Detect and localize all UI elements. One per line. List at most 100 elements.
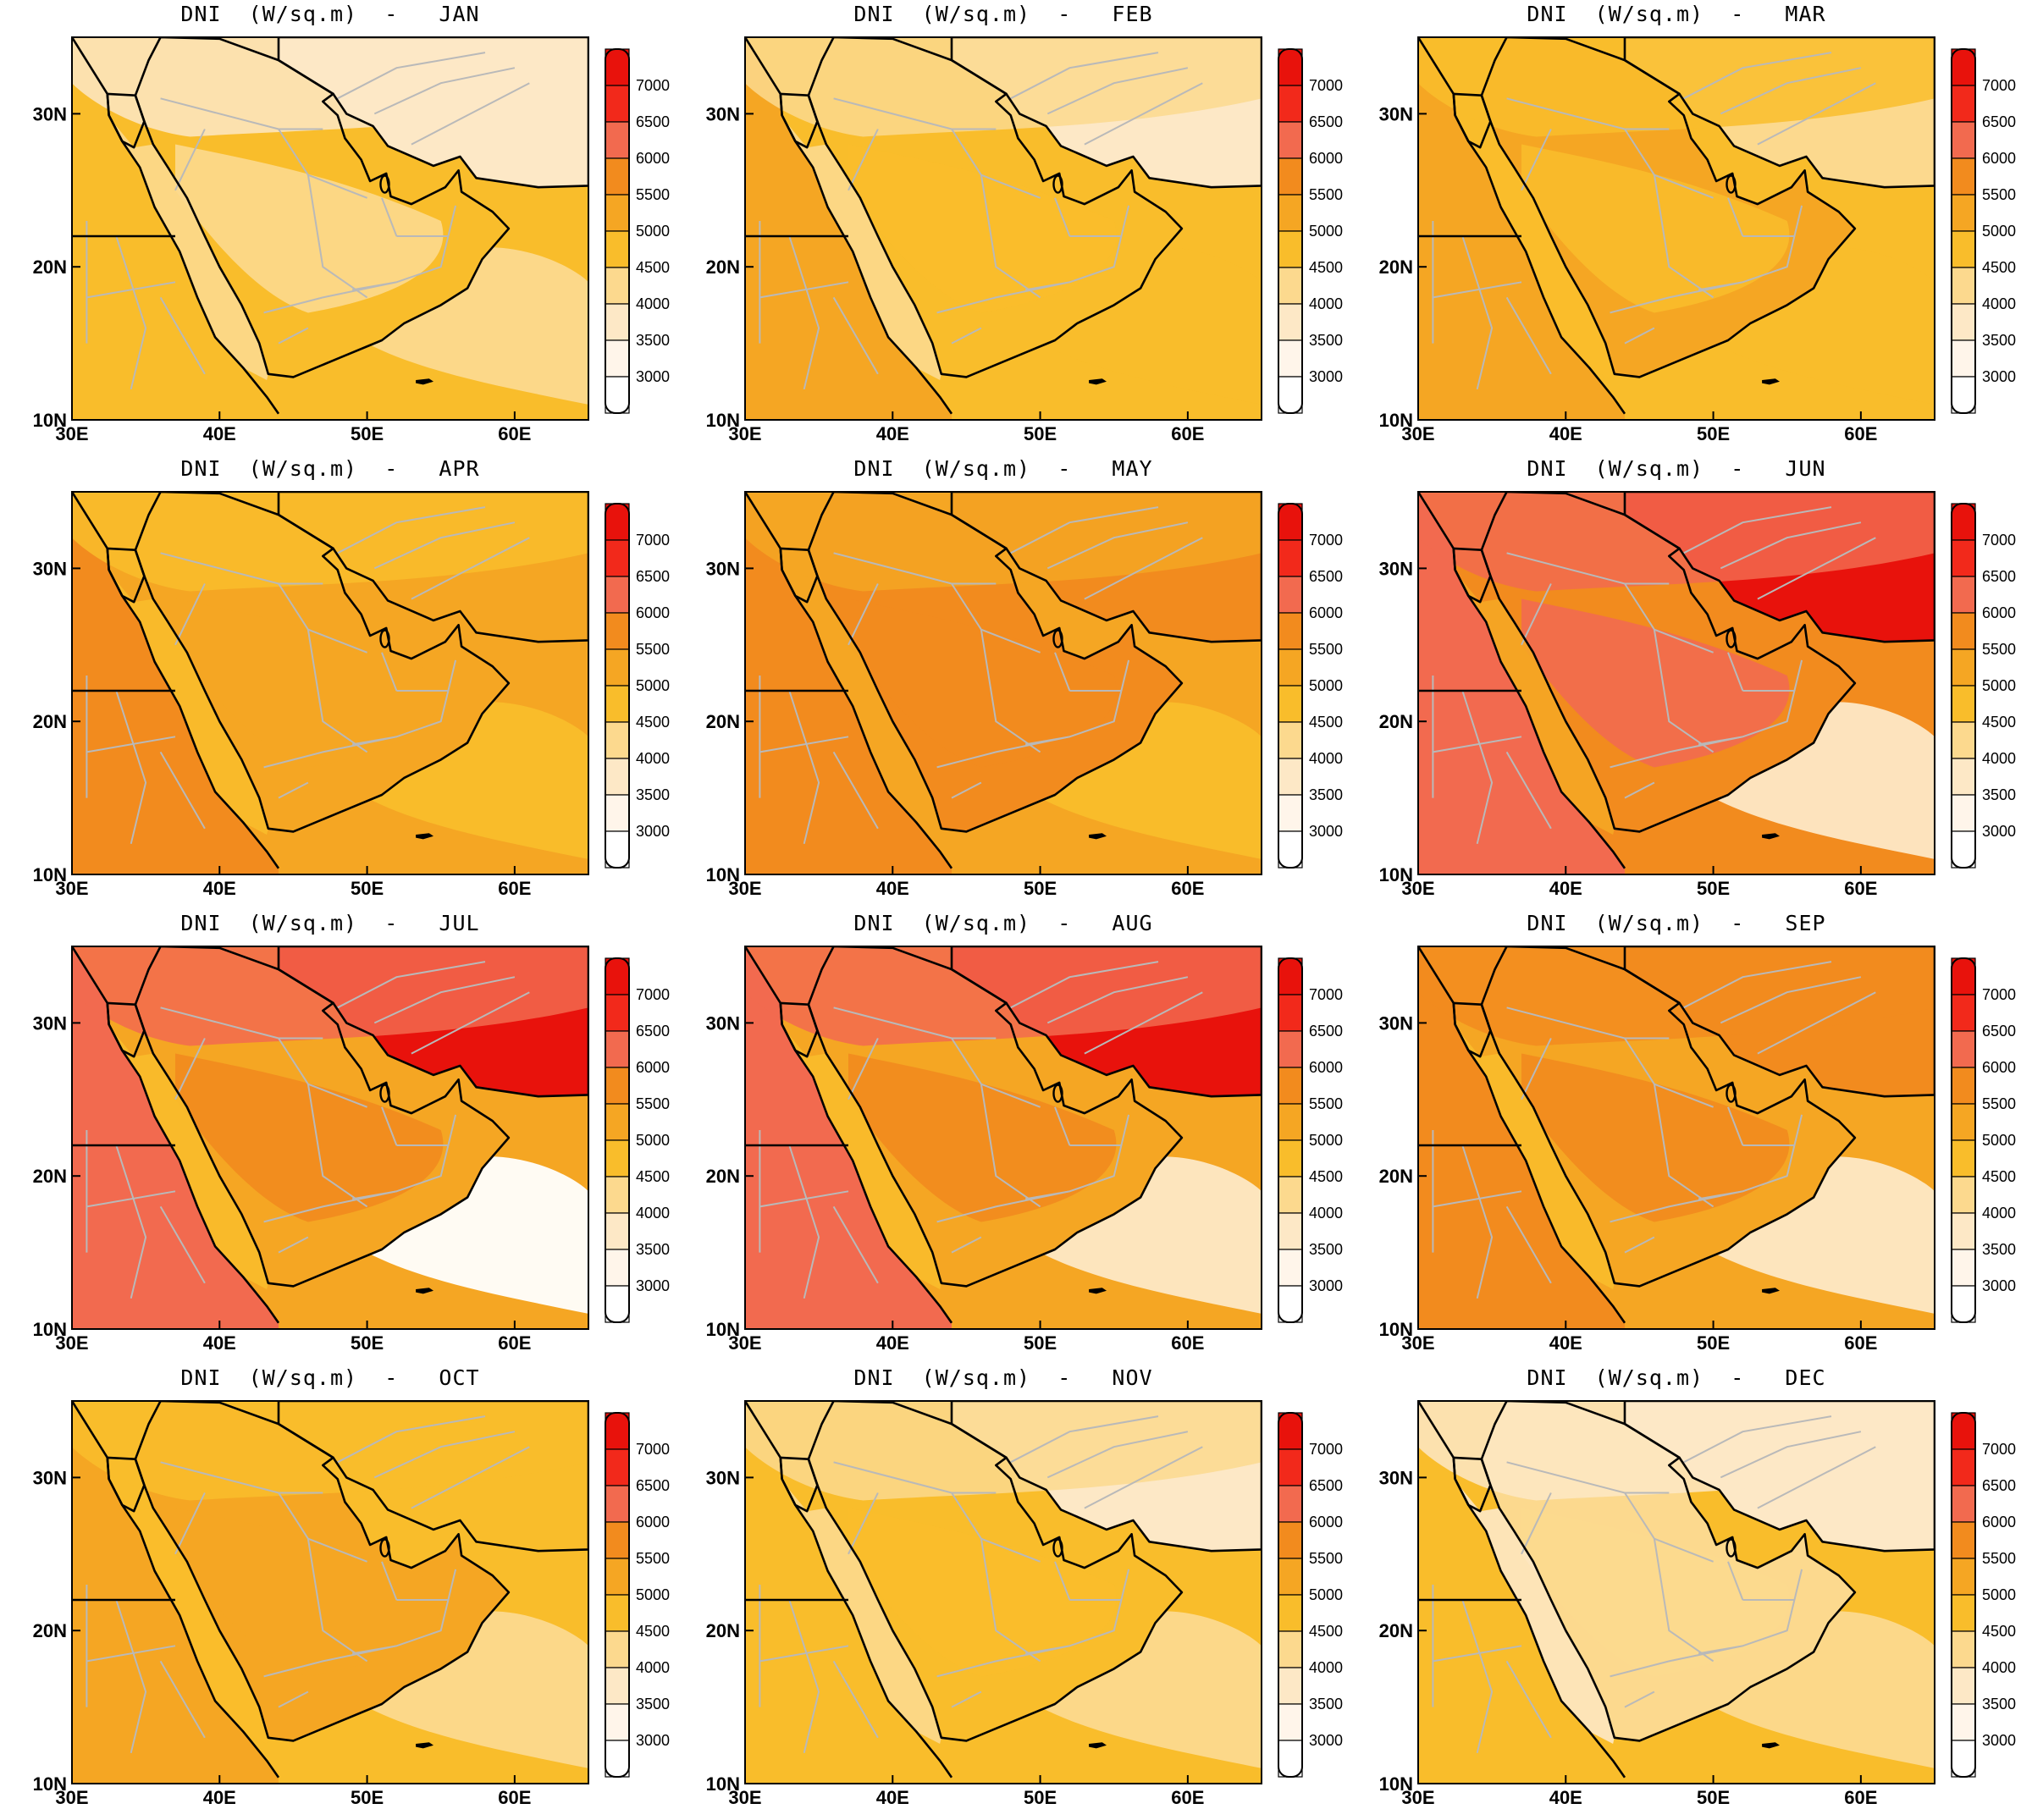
admin-boundary [278,1037,367,1108]
admin-boundary [788,235,820,390]
admin-boundary [788,1599,820,1754]
map-frame [71,491,589,875]
coast-iran [1623,946,1935,1098]
colorbar-label: 3000 [1309,823,1343,840]
colorbar-label: 6500 [636,113,670,130]
coast-africa [745,1401,953,1779]
admin-boundary [1505,751,1552,830]
field-north-band [1418,37,1935,137]
admin-boundary [447,659,457,692]
admin-boundary [1653,629,1714,753]
colorbar-label: 3000 [1982,368,2016,385]
colorbar-label: 3500 [636,332,670,349]
colorbar-label: 4000 [1309,750,1343,767]
y-tick-label: 20N [33,1620,67,1641]
admin-boundary [86,1645,176,1663]
coast-iran [277,492,588,643]
admin-boundary [1793,205,1803,237]
x-tick-label: 30E [55,1787,88,1808]
colorbar-segment [1951,1521,1976,1559]
map-panel-jun: DNI (W/sq.m) - JUN 30E 40E 50E 60E 30N 20N 10N 7… [1346,455,2024,909]
admin-boundary [1120,1114,1130,1146]
colorbar-segment [605,1176,630,1214]
admin-boundary [1683,506,1832,554]
map-field [1418,37,1935,420]
colorbar-label: 7000 [1982,986,2016,1003]
admin-boundary [1683,1415,1832,1464]
colorbar-label: 7000 [636,986,670,1003]
colorbar-segment [605,1448,630,1486]
colorbar-label: 4500 [636,1168,670,1185]
y-tick-label: 10N [1379,410,1413,431]
colorbar-label: 4500 [1309,259,1343,276]
colorbar: 7000 6500 6000 5500 5000 4500 4000 3500 3000 [605,1412,670,1778]
field-central-arabia [175,144,444,313]
field-africa [1418,37,1625,420]
x-tick-label: 30E [1401,1787,1434,1808]
colorbar-segment [605,303,630,341]
admin-boundary [373,976,516,1024]
y-tick-label: 30N [33,1012,67,1034]
map-frame [71,946,589,1330]
colorbar-segment [1951,1249,1976,1287]
colorbar-segment [1278,85,1303,123]
coast-qatar [1726,1538,1737,1558]
colorbar-outline [605,957,630,1323]
colorbar-segment [1951,830,1976,869]
y-tick-label: 30N [706,103,740,124]
admin-boundary [951,1690,982,1708]
field-central-arabia [848,1508,1117,1677]
field-red-sea [107,1479,268,1744]
colorbar: 7000 6500 6000 5500 5000 4500 4000 3500 3000 [1278,48,1343,414]
colorbar-label: 5000 [1982,677,2016,694]
field-red-sea [780,115,941,380]
x-tick-label: 60E [1844,1787,1877,1808]
x-tick-label: 30E [728,423,761,444]
map-panel-dec: DNI (W/sq.m) - DEC 30E 40E 50E 60E 30N 20N 10N 7… [1346,1364,2024,1818]
colorbar-label: 4000 [636,1659,670,1676]
admin-boundary [411,82,530,146]
colorbar-segment [1278,1212,1303,1250]
y-tick-label: 30N [706,1467,740,1488]
colorbar: 7000 6500 6000 5500 5000 4500 4000 3500 3000 [1951,1412,2016,1778]
admin-boundary [848,129,879,191]
colorbar-label: 5500 [1309,641,1343,658]
colorbar-segment [1951,157,1976,196]
colorbar-segment [1951,1412,1976,1450]
map-field [745,492,1262,874]
colorbar-outline [605,1412,630,1778]
admin-boundary [1461,690,1494,845]
coast-iran [277,946,588,1098]
admin-boundary [1505,296,1552,375]
colorbar-segment [1951,1212,1976,1250]
colorbar-label: 4000 [636,750,670,767]
y-tick-label: 30N [706,1012,740,1034]
colorbar-label: 3000 [636,1732,670,1749]
coast-iran [950,37,1262,189]
colorbar-segment [1951,1448,1976,1486]
colorbar-label: 3000 [1309,1732,1343,1749]
field-africa [745,37,952,420]
admin-boundary [980,174,1041,299]
colorbar-label: 5000 [1982,1586,2016,1603]
map-svg: 30E 40E 50E 60E 30N 20N 10N 7000 6500 6000 5500 500… [1379,36,2016,444]
map-svg: 30E 40E 50E 60E 30N 20N 10N 7000 6500 6000 5500 500… [706,36,1343,444]
x-tick-label: 50E [351,423,384,444]
x-tick-label: 60E [1171,423,1204,444]
x-tick-label: 40E [1549,1787,1582,1808]
colorbar-label: 5000 [636,223,670,240]
field-central-arabia [175,598,444,768]
colorbar-segment [1951,576,1976,614]
colorbar-segment [1278,1594,1303,1632]
map-frame [744,946,1262,1330]
y-tick-label: 20N [33,256,67,278]
colorbar-label: 6500 [1982,568,2016,585]
coast-africa [745,492,953,869]
field-africa [72,946,279,1329]
colorbar-label: 7000 [1982,77,2016,94]
colorbar-segment [1951,230,1976,268]
colorbar-label: 7000 [1309,77,1343,94]
x-tick-label: 30E [55,423,88,444]
field-north-band [1418,1401,1935,1501]
colorbar-label: 3000 [1309,1277,1343,1294]
